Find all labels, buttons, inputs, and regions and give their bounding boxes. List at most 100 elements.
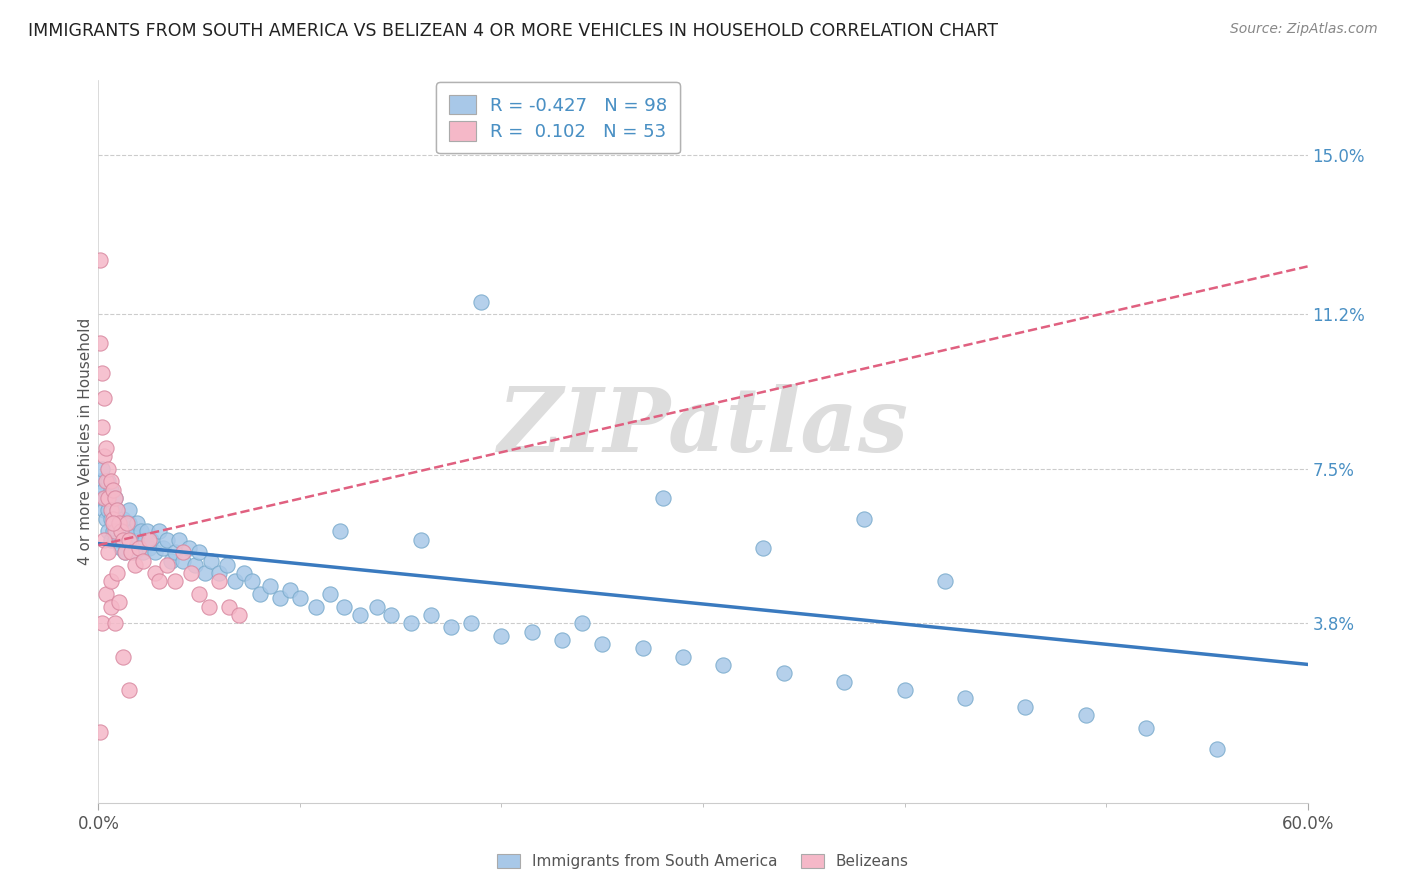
Point <box>101 483 124 497</box>
Point <box>97 524 120 539</box>
Point <box>772 666 794 681</box>
Point <box>672 649 695 664</box>
Point <box>366 599 388 614</box>
Point <box>107 533 129 547</box>
Point <box>333 599 356 614</box>
Point <box>115 533 138 547</box>
Point <box>100 512 122 526</box>
Point <box>91 366 114 380</box>
Point <box>111 649 134 664</box>
Point <box>105 524 128 539</box>
Point <box>148 574 170 589</box>
Point <box>132 553 155 567</box>
Point <box>100 503 122 517</box>
Point <box>217 558 239 572</box>
Point <box>420 607 443 622</box>
Point <box>105 503 128 517</box>
Point <box>103 533 125 547</box>
Y-axis label: 4 or more Vehicles in Household: 4 or more Vehicles in Household <box>77 318 93 566</box>
Point <box>591 637 613 651</box>
Point <box>305 599 328 614</box>
Point <box>107 516 129 530</box>
Point <box>103 616 125 631</box>
Point <box>1206 741 1229 756</box>
Legend: Immigrants from South America, Belizeans: Immigrants from South America, Belizeans <box>491 847 915 875</box>
Point <box>1074 708 1097 723</box>
Point <box>124 545 146 559</box>
Point <box>93 533 115 547</box>
Point <box>160 553 183 567</box>
Point <box>118 516 141 530</box>
Point <box>96 441 118 455</box>
Point <box>100 574 122 589</box>
Point <box>114 545 136 559</box>
Point <box>631 641 654 656</box>
Point <box>121 524 143 539</box>
Point <box>118 683 141 698</box>
Point <box>103 491 125 505</box>
Point <box>91 461 114 475</box>
Point <box>349 607 371 622</box>
Point <box>128 533 150 547</box>
Point <box>107 595 129 609</box>
Point <box>118 503 141 517</box>
Point <box>138 533 160 547</box>
Point <box>96 474 118 488</box>
Point <box>224 574 246 589</box>
Point <box>288 591 311 606</box>
Point <box>97 503 120 517</box>
Point <box>91 616 114 631</box>
Point <box>319 587 342 601</box>
Point <box>97 491 120 505</box>
Point <box>101 516 124 530</box>
Point <box>103 516 125 530</box>
Point <box>110 524 132 539</box>
Point <box>101 503 124 517</box>
Point <box>89 474 111 488</box>
Point <box>143 566 166 580</box>
Point <box>832 674 855 689</box>
Point <box>172 545 194 559</box>
Point <box>188 587 211 601</box>
Point <box>551 632 574 647</box>
Point <box>129 524 152 539</box>
Point <box>128 541 150 555</box>
Point <box>93 491 115 505</box>
Point <box>138 541 160 555</box>
Point <box>200 553 222 567</box>
Point <box>152 541 174 555</box>
Point <box>143 545 166 559</box>
Point <box>100 483 122 497</box>
Point <box>893 683 915 698</box>
Text: IMMIGRANTS FROM SOUTH AMERICA VS BELIZEAN 4 OR MORE VEHICLES IN HOUSEHOLD CORREL: IMMIGRANTS FROM SOUTH AMERICA VS BELIZEA… <box>28 22 998 40</box>
Point <box>91 491 114 505</box>
Point <box>240 574 263 589</box>
Point <box>269 591 291 606</box>
Point <box>460 616 482 631</box>
Point <box>380 607 402 622</box>
Point <box>208 566 231 580</box>
Legend: R = -0.427   N = 98, R =  0.102   N = 53: R = -0.427 N = 98, R = 0.102 N = 53 <box>436 82 681 153</box>
Point <box>89 724 111 739</box>
Point <box>91 420 114 434</box>
Point <box>125 516 148 530</box>
Point <box>114 545 136 559</box>
Point <box>107 516 129 530</box>
Point <box>163 545 186 559</box>
Point <box>399 616 422 631</box>
Point <box>114 524 136 539</box>
Point <box>89 252 111 267</box>
Text: ZIPatlas: ZIPatlas <box>498 384 908 470</box>
Point <box>103 491 125 505</box>
Point <box>97 474 120 488</box>
Point <box>1014 699 1036 714</box>
Point <box>105 503 128 517</box>
Point <box>198 599 221 614</box>
Point <box>93 391 115 405</box>
Point <box>1135 721 1157 735</box>
Point <box>96 512 118 526</box>
Point <box>470 294 492 309</box>
Point <box>156 558 179 572</box>
Point <box>953 691 976 706</box>
Point <box>278 582 301 597</box>
